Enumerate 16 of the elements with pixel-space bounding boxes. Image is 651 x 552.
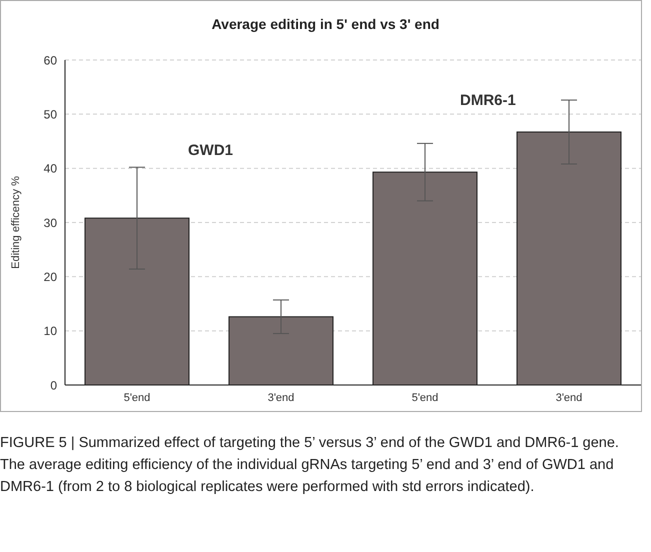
y-tick-label: 10 xyxy=(44,324,58,338)
x-tick-label: 3'end xyxy=(268,392,294,404)
annotation: GWD1 xyxy=(188,142,233,159)
y-axis-title: Editing efficency % xyxy=(10,176,22,269)
x-tick-label: 5'end xyxy=(124,392,150,404)
y-tick-label: 50 xyxy=(44,107,58,122)
y-tick-label: 40 xyxy=(44,162,58,176)
y-tick-label: 60 xyxy=(44,53,58,68)
x-tick-label: 3'end xyxy=(556,392,582,404)
y-tick-label: 0 xyxy=(50,378,58,392)
caption: FIGURE 5 | Summarized effect of targeting the 5’ versus 3’ end of the GWD1 and DMR6-1 gene. The average editing efficiency of the individual gRNAs targeting 5’ end and 3’ end of GWD1 and DMR6-1 (from 2 to 8 biological replicates were performed with std errors indicated). xyxy=(0,434,620,497)
y-tick-label: 20 xyxy=(44,270,58,284)
y-tick-label: 30 xyxy=(44,216,58,230)
x-tick-label: 5'end xyxy=(412,392,438,404)
chart-title: Average editing in 5' end vs 3' end xyxy=(210,16,440,32)
annotation: DMR6-1 xyxy=(460,92,516,109)
